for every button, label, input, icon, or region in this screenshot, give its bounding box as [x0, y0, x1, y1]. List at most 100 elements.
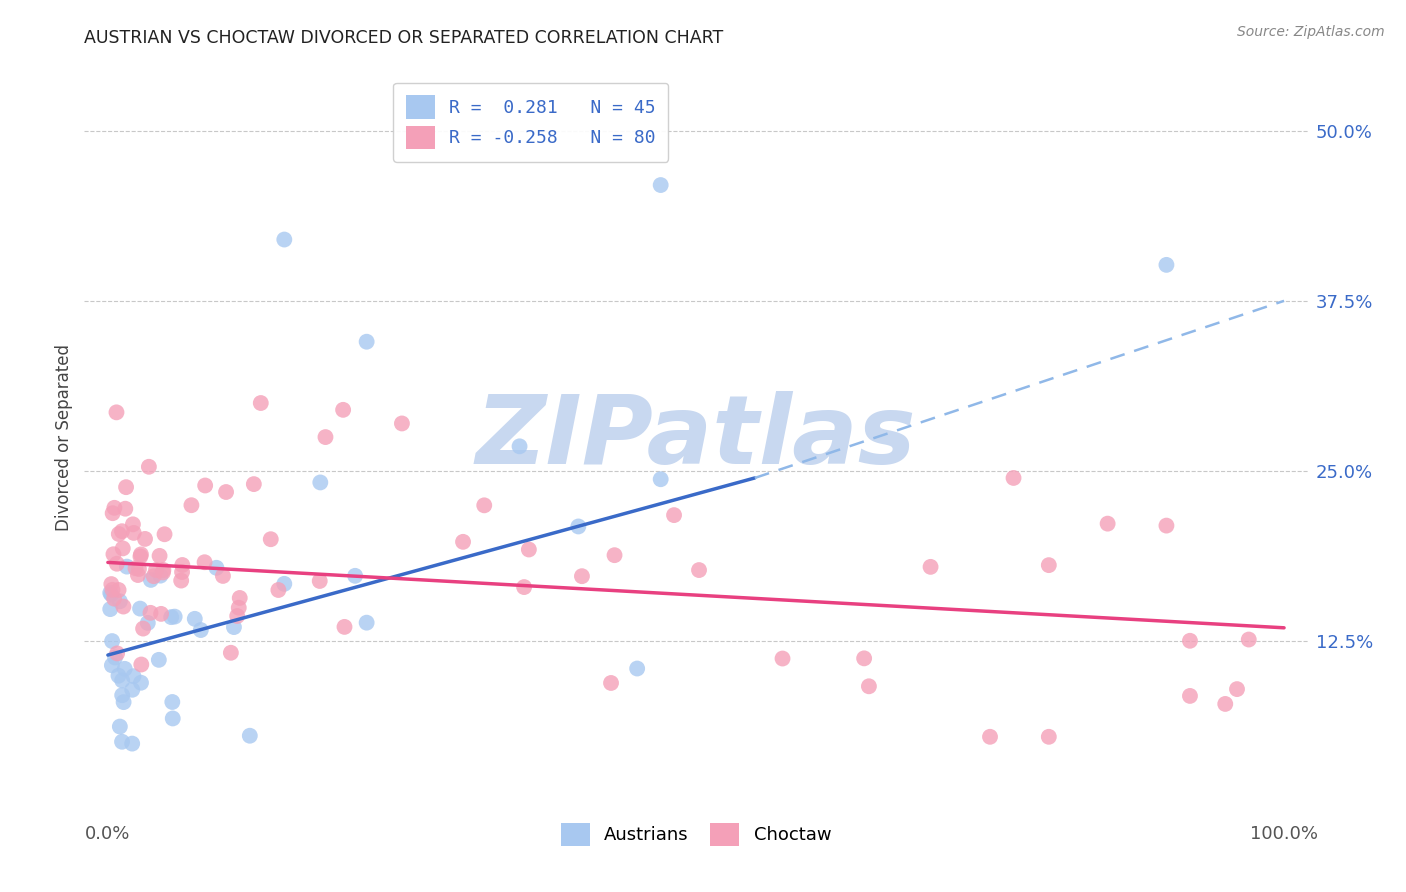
Point — [129, 549, 152, 564]
Point — [1156, 518, 1178, 533]
Point — [122, 525, 145, 540]
Point — [249, 396, 271, 410]
Point — [243, 477, 266, 491]
Text: ZIPatlas: ZIPatlas — [475, 391, 917, 483]
Point — [662, 508, 685, 522]
Point — [138, 459, 160, 474]
Point — [190, 623, 212, 637]
Point — [1237, 632, 1260, 647]
Point — [105, 557, 128, 571]
Point — [121, 682, 143, 697]
Point — [356, 615, 378, 630]
Point — [332, 402, 354, 417]
Point — [1097, 516, 1119, 531]
Point — [127, 568, 149, 582]
Point — [472, 499, 495, 513]
Point — [205, 561, 228, 575]
Point — [513, 580, 536, 594]
Point — [104, 650, 127, 665]
Point — [229, 591, 252, 605]
Point — [111, 688, 134, 702]
Point — [600, 676, 623, 690]
Point — [688, 563, 710, 577]
Point — [98, 586, 121, 600]
Point — [111, 524, 134, 539]
Point — [114, 501, 136, 516]
Point — [121, 737, 143, 751]
Point — [152, 566, 174, 580]
Point — [149, 568, 172, 582]
Point — [98, 602, 121, 616]
Point — [124, 561, 146, 575]
Point — [194, 478, 217, 492]
Point — [451, 534, 474, 549]
Point — [100, 587, 122, 601]
Point — [129, 675, 152, 690]
Point — [129, 548, 152, 562]
Point — [314, 430, 336, 444]
Point — [226, 609, 249, 624]
Point — [858, 679, 880, 693]
Point — [153, 527, 176, 541]
Point — [107, 527, 129, 541]
Y-axis label: Divorced or Separated: Divorced or Separated — [55, 343, 73, 531]
Point — [222, 620, 245, 634]
Point — [101, 506, 124, 520]
Legend: Austrians, Choctaw: Austrians, Choctaw — [551, 814, 841, 855]
Point — [101, 658, 124, 673]
Point — [122, 517, 145, 532]
Point — [603, 548, 626, 562]
Point — [131, 657, 153, 672]
Point — [112, 695, 135, 709]
Point — [101, 582, 124, 597]
Point — [128, 562, 150, 576]
Point — [1178, 689, 1201, 703]
Point — [1002, 471, 1025, 485]
Point — [650, 472, 672, 486]
Point — [228, 600, 250, 615]
Point — [132, 622, 155, 636]
Point — [115, 559, 138, 574]
Point — [103, 500, 125, 515]
Point — [194, 555, 217, 569]
Point — [626, 661, 648, 675]
Point — [650, 178, 672, 192]
Point — [148, 653, 170, 667]
Point — [920, 559, 942, 574]
Point — [160, 610, 183, 624]
Point — [111, 541, 134, 556]
Point — [103, 547, 125, 561]
Point — [212, 569, 235, 583]
Point — [170, 565, 193, 579]
Point — [344, 569, 367, 583]
Point — [107, 669, 129, 683]
Point — [108, 720, 131, 734]
Point — [142, 569, 165, 583]
Point — [1178, 633, 1201, 648]
Point — [273, 233, 295, 247]
Point — [139, 573, 162, 587]
Point — [122, 669, 145, 683]
Point — [260, 533, 283, 547]
Point — [112, 599, 135, 614]
Point — [979, 730, 1001, 744]
Point — [115, 480, 138, 494]
Point — [150, 607, 173, 621]
Point — [215, 485, 238, 500]
Point — [1038, 558, 1060, 573]
Point — [333, 620, 356, 634]
Point — [853, 651, 876, 665]
Point — [129, 601, 152, 615]
Point — [107, 582, 129, 597]
Point — [136, 615, 159, 630]
Point — [148, 549, 170, 563]
Point — [172, 558, 194, 572]
Point — [152, 563, 174, 577]
Point — [308, 574, 330, 588]
Point — [1226, 682, 1249, 697]
Point — [163, 609, 186, 624]
Point — [309, 475, 332, 490]
Point — [139, 606, 162, 620]
Point — [356, 334, 378, 349]
Point — [105, 405, 128, 419]
